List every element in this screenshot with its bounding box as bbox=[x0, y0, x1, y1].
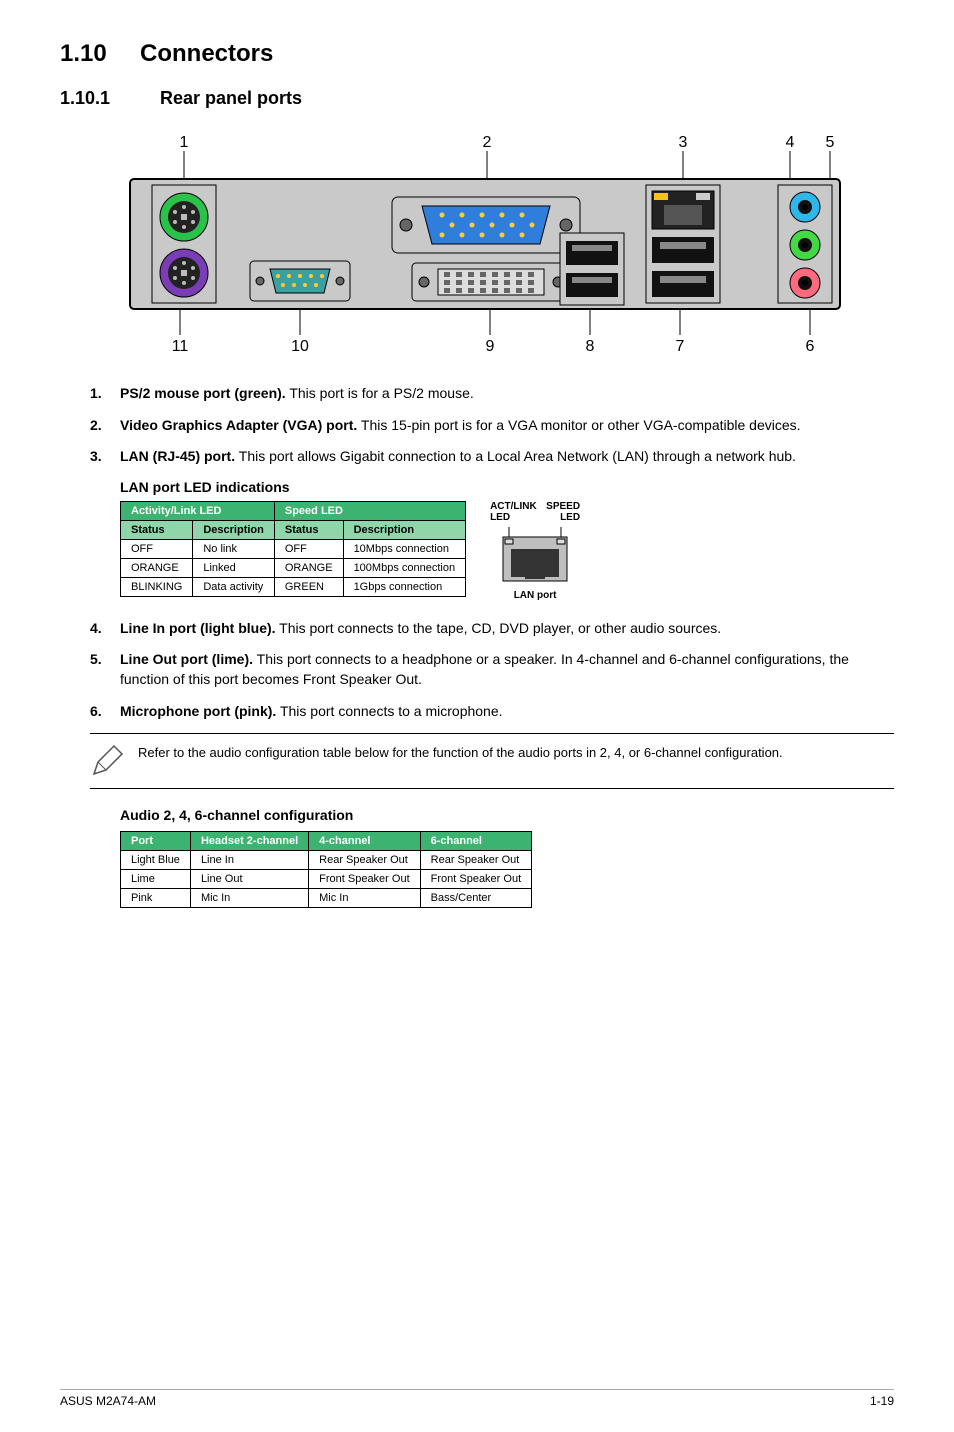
audio-heading: Audio 2, 4, 6-channel configuration bbox=[120, 807, 894, 823]
table-cell: 100Mbps connection bbox=[343, 558, 466, 577]
svg-text:10: 10 bbox=[291, 338, 309, 355]
svg-text:7: 7 bbox=[676, 338, 685, 355]
table-row: OFFNo linkOFF10Mbps connection bbox=[121, 539, 466, 558]
svg-text:4: 4 bbox=[786, 134, 795, 151]
table-cell: 10Mbps connection bbox=[343, 539, 466, 558]
list-number: 3. bbox=[90, 447, 120, 467]
list-text: Video Graphics Adapter (VGA) port. This … bbox=[120, 416, 894, 436]
lan-led-table: Activity/Link LED Speed LED Status Descr… bbox=[120, 501, 466, 597]
table-cell: Rear Speaker Out bbox=[420, 851, 532, 870]
svg-text:6: 6 bbox=[806, 338, 815, 355]
audio-table: Port Headset 2-channel 4-channel 6-chann… bbox=[120, 831, 532, 908]
footer-left: ASUS M2A74-AM bbox=[60, 1394, 156, 1408]
lan-speed-label: SPEEDLED bbox=[546, 501, 580, 523]
lan-port-caption: LAN port bbox=[490, 590, 580, 601]
audio-h2: 4-channel bbox=[309, 832, 421, 851]
section-title: Connectors bbox=[140, 40, 273, 67]
audio-h0: Port bbox=[121, 832, 191, 851]
note-text: Refer to the audio configuration table b… bbox=[138, 744, 783, 762]
list-number: 5. bbox=[90, 650, 120, 689]
port-list-1: 1.PS/2 mouse port (green). This port is … bbox=[60, 384, 894, 467]
svg-text:5: 5 bbox=[826, 134, 835, 151]
list-number: 2. bbox=[90, 416, 120, 436]
svg-text:9: 9 bbox=[486, 338, 495, 355]
list-text: Line In port (light blue). This port con… bbox=[120, 619, 894, 639]
table-cell: Light Blue bbox=[121, 851, 191, 870]
svg-text:3: 3 bbox=[679, 134, 688, 151]
lan-row: Activity/Link LED Speed LED Status Descr… bbox=[120, 501, 894, 601]
footer-right: 1-19 bbox=[870, 1394, 894, 1408]
list-item: 1.PS/2 mouse port (green). This port is … bbox=[90, 384, 894, 404]
pencil-icon bbox=[90, 744, 124, 778]
table-cell: Bass/Center bbox=[420, 889, 532, 908]
list-item: 2.Video Graphics Adapter (VGA) port. Thi… bbox=[90, 416, 894, 436]
list-number: 1. bbox=[90, 384, 120, 404]
table-cell: Line In bbox=[190, 851, 308, 870]
lan-sub-status2: Status bbox=[274, 520, 343, 539]
table-row: LimeLine OutFront Speaker OutFront Speak… bbox=[121, 870, 532, 889]
table-cell: Line Out bbox=[190, 870, 308, 889]
lan-sub-desc1: Description bbox=[193, 520, 275, 539]
audio-h3: 6-channel bbox=[420, 832, 532, 851]
rear-panel-diagram: 1 2 3 4 5 11 10 9 8 7 6 bbox=[90, 129, 894, 364]
lan-head-speed: Speed LED bbox=[274, 501, 465, 520]
svg-text:11: 11 bbox=[172, 338, 189, 355]
list-number: 4. bbox=[90, 619, 120, 639]
lan-port-block: ACT/LINKLED SPEEDLED LAN port bbox=[490, 501, 580, 601]
note-row: Refer to the audio configuration table b… bbox=[90, 733, 894, 789]
section-heading: 1.10Connectors bbox=[60, 40, 894, 68]
page-footer: ASUS M2A74-AM 1-19 bbox=[60, 1389, 894, 1408]
table-row: ORANGELinkedORANGE100Mbps connection bbox=[121, 558, 466, 577]
list-item: 5.Line Out port (lime). This port connec… bbox=[90, 650, 894, 689]
list-item: 4.Line In port (light blue). This port c… bbox=[90, 619, 894, 639]
table-cell: BLINKING bbox=[121, 577, 193, 596]
list-text: PS/2 mouse port (green). This port is fo… bbox=[120, 384, 894, 404]
list-number: 6. bbox=[90, 702, 120, 722]
table-cell: 1Gbps connection bbox=[343, 577, 466, 596]
lan-port-icon bbox=[495, 527, 575, 583]
table-cell: Linked bbox=[193, 558, 275, 577]
table-cell: Front Speaker Out bbox=[420, 870, 532, 889]
table-cell: Rear Speaker Out bbox=[309, 851, 421, 870]
svg-text:2: 2 bbox=[483, 134, 492, 151]
table-row: BLINKINGData activityGREEN1Gbps connecti… bbox=[121, 577, 466, 596]
table-cell: Pink bbox=[121, 889, 191, 908]
list-text: Microphone port (pink). This port connec… bbox=[120, 702, 894, 722]
table-cell: OFF bbox=[274, 539, 343, 558]
rear-panel-svg: 1 2 3 4 5 11 10 9 8 7 6 bbox=[90, 129, 850, 359]
subsection-number: 1.10.1 bbox=[60, 88, 160, 109]
table-cell: No link bbox=[193, 539, 275, 558]
lan-sub-status1: Status bbox=[121, 520, 193, 539]
table-cell: Front Speaker Out bbox=[309, 870, 421, 889]
list-text: LAN (RJ-45) port. This port allows Gigab… bbox=[120, 447, 894, 467]
table-cell: ORANGE bbox=[274, 558, 343, 577]
table-cell: Mic In bbox=[190, 889, 308, 908]
svg-text:1: 1 bbox=[180, 134, 189, 151]
subsection-heading: 1.10.1Rear panel ports bbox=[60, 88, 894, 109]
svg-text:8: 8 bbox=[586, 338, 595, 355]
table-cell: GREEN bbox=[274, 577, 343, 596]
list-text: Line Out port (lime). This port connects… bbox=[120, 650, 894, 689]
table-cell: Lime bbox=[121, 870, 191, 889]
table-cell: ORANGE bbox=[121, 558, 193, 577]
table-cell: Data activity bbox=[193, 577, 275, 596]
table-cell: OFF bbox=[121, 539, 193, 558]
lan-head-activity: Activity/Link LED bbox=[121, 501, 275, 520]
port-list-2: 4.Line In port (light blue). This port c… bbox=[60, 619, 894, 721]
list-item: 6.Microphone port (pink). This port conn… bbox=[90, 702, 894, 722]
table-row: PinkMic InMic InBass/Center bbox=[121, 889, 532, 908]
table-row: Light BlueLine InRear Speaker OutRear Sp… bbox=[121, 851, 532, 870]
list-item: 3.LAN (RJ-45) port. This port allows Gig… bbox=[90, 447, 894, 467]
lan-sub-desc2: Description bbox=[343, 520, 466, 539]
lan-led-heading: LAN port LED indications bbox=[120, 479, 894, 495]
section-number: 1.10 bbox=[60, 40, 140, 68]
table-cell: Mic In bbox=[309, 889, 421, 908]
audio-h1: Headset 2-channel bbox=[190, 832, 308, 851]
subsection-title: Rear panel ports bbox=[160, 88, 302, 108]
lan-actlink-label: ACT/LINKLED bbox=[490, 501, 537, 523]
